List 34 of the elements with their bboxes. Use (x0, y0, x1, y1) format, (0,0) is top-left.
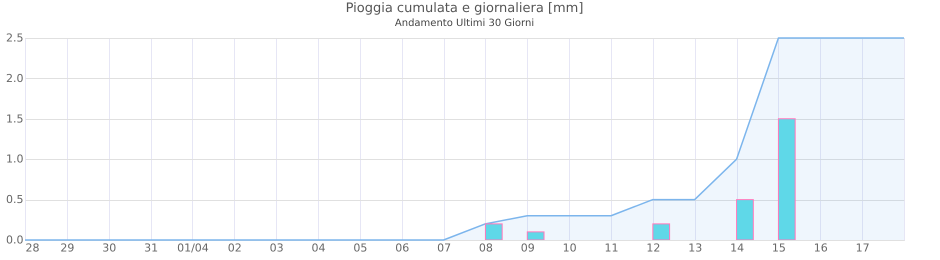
x-tick-label: 16 (814, 242, 828, 254)
x-tick-label: 09 (520, 242, 535, 254)
x-tick-label: 03 (270, 242, 284, 254)
x-tick-label: 12 (646, 242, 660, 254)
x-tick-label: 02 (228, 242, 242, 254)
y-tick-label: 2.5 (6, 32, 24, 44)
x-tick-label: 10 (562, 242, 577, 254)
x-tick-label: 15 (772, 242, 786, 254)
x-tick-label: 28 (26, 242, 40, 254)
bar (736, 199, 754, 240)
x-tick-label: 13 (688, 242, 702, 254)
bar (526, 231, 545, 240)
y-tick-label: 2.0 (6, 72, 24, 85)
chart-subtitle: Andamento Ultimi 30 Giorni (394, 18, 534, 29)
y-tick-label: 0.0 (6, 234, 24, 246)
y-tick-label: 0.5 (6, 193, 24, 206)
y-tick-label: 1.5 (6, 112, 24, 126)
x-tick-label: 14 (730, 242, 744, 254)
x-tick-label: 06 (395, 242, 410, 254)
y-tick-label: 1.0 (6, 152, 24, 166)
x-tick-label: 30 (102, 242, 116, 254)
x-tick-label: 01/04 (177, 242, 209, 254)
bar (652, 223, 670, 240)
chart-title: Pioggia cumulata e giornaliera [mm] (346, 1, 584, 16)
x-tick-label: 07 (437, 242, 452, 254)
x-tick-label: 05 (353, 242, 368, 254)
x-tick-label: 31 (144, 242, 158, 254)
x-tick-label: 11 (604, 242, 618, 254)
x-tick-label: 17 (856, 242, 870, 254)
x-tick-label: 29 (60, 242, 74, 254)
bar (778, 118, 796, 240)
bar (484, 223, 503, 240)
x-tick-label: 08 (478, 242, 493, 254)
x-tick-label: 04 (312, 242, 326, 254)
